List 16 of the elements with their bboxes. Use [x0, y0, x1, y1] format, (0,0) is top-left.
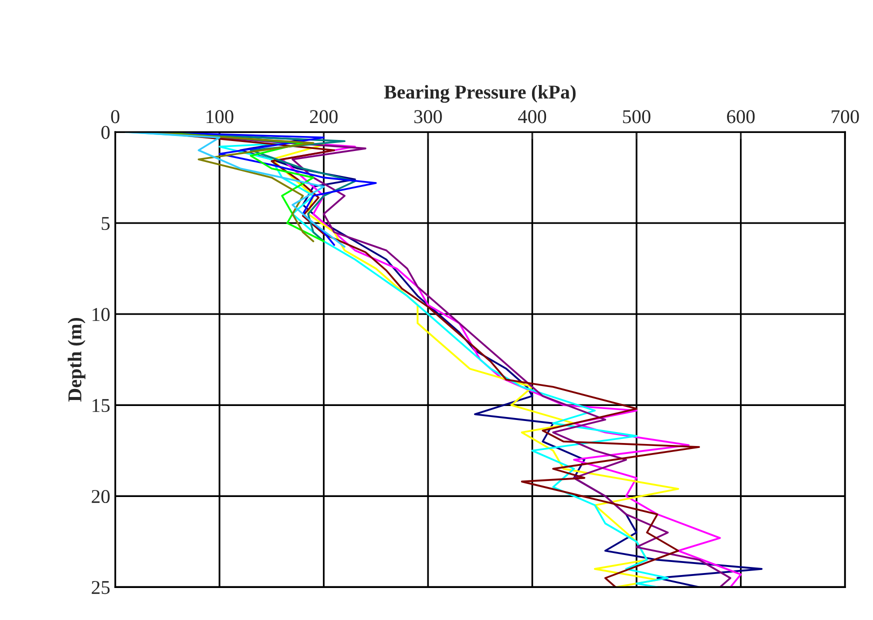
y-tick-label: 10: [92, 308, 110, 322]
y-tick-label: 0: [101, 126, 110, 139]
x-tick-label: 0: [111, 110, 120, 124]
x-tick-label: 700: [832, 110, 859, 124]
x-tick-label: 600: [727, 110, 755, 124]
x-tick-label: 200: [310, 110, 338, 124]
x-tick-label: 400: [518, 110, 546, 124]
y-axis-title: Depth (m): [68, 318, 86, 402]
x-tick-label: 500: [623, 110, 650, 124]
y-tick-label: 25: [92, 581, 110, 594]
x-tick-label: 100: [206, 110, 234, 124]
x-tick-label: 300: [414, 110, 442, 124]
y-tick-label: 20: [92, 490, 110, 504]
x-axis-title: Bearing Pressure (kPa): [384, 84, 576, 103]
y-tick-label: 5: [102, 217, 110, 230]
y-tick-label: 15: [92, 399, 110, 412]
